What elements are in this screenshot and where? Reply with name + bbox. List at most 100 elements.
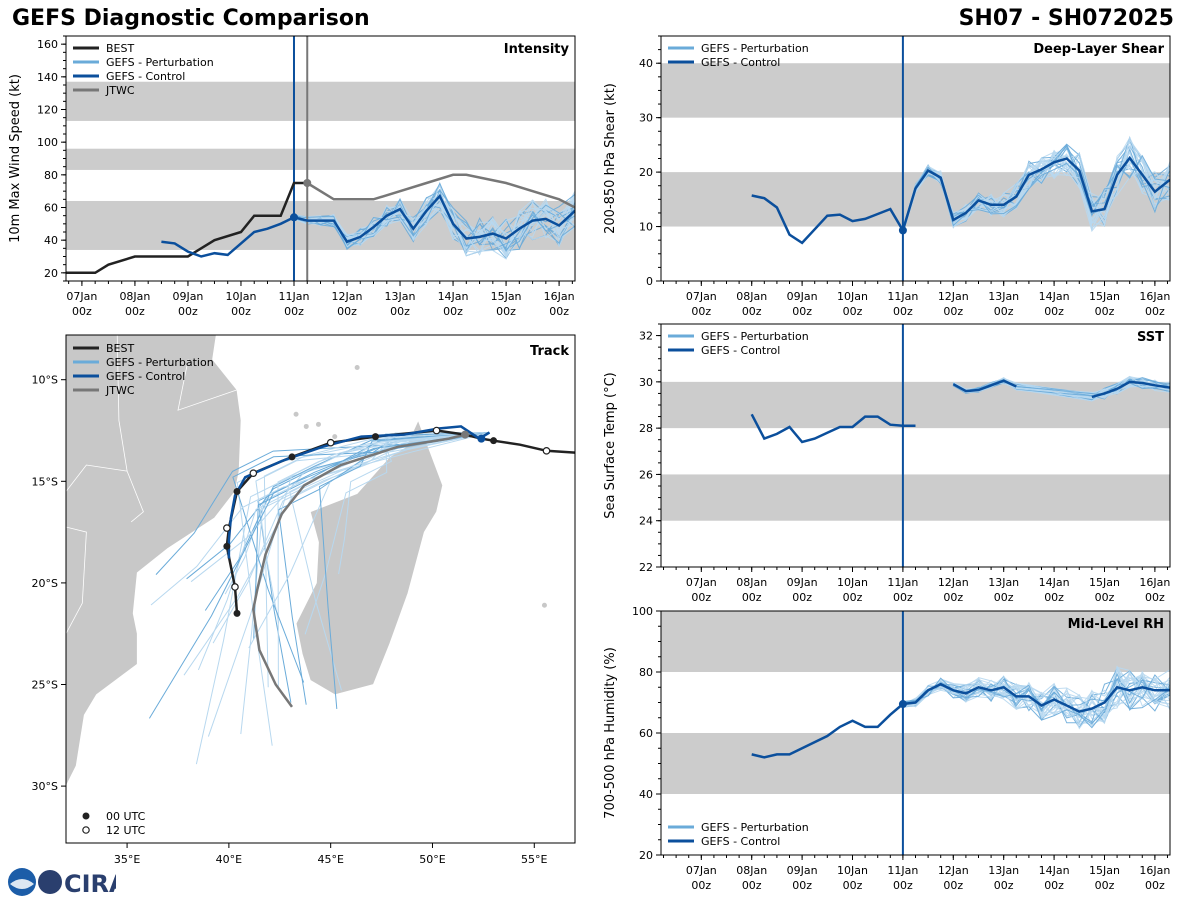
track-12utc-marker <box>223 524 231 532</box>
island <box>583 587 588 592</box>
rh-ytick-label: 100 <box>632 605 653 618</box>
sst-perturbation-member <box>953 378 1170 396</box>
shear-legend-label: GEFS - Perturbation <box>701 42 809 55</box>
intensity-series-best <box>66 181 308 275</box>
shear-xtick-label: 15Jan <box>1089 290 1120 303</box>
intensity-xtick-sublabel: 00z <box>549 305 569 318</box>
rh-xtick-sublabel: 00z <box>1095 879 1115 892</box>
shear-xtick-label: 14Jan <box>1039 290 1070 303</box>
track-perturbation-member <box>150 432 490 606</box>
sst-xtick-sublabel: 00z <box>1145 591 1165 604</box>
intensity-xtick-label: 07Jan <box>66 290 97 303</box>
rh-xtick-label: 16Jan <box>1139 864 1170 877</box>
sst-xtick-sublabel: 00z <box>943 591 963 604</box>
track-legend-label: GEFS - Perturbation <box>106 356 214 369</box>
intensity-ytick-label: 60 <box>44 202 58 215</box>
shear-panel-title: Deep-Layer Shear <box>1033 42 1164 57</box>
intensity-xtick-sublabel: 00z <box>337 305 357 318</box>
sst-panel-title: SST <box>1137 330 1164 345</box>
cira-logo: CIRA <box>8 868 116 898</box>
rh-ytick-label: 80 <box>639 666 653 679</box>
shear-xtick-label: 16Jan <box>1139 290 1170 303</box>
track-xtick-label: 45°E <box>317 853 343 866</box>
country-border <box>177 359 238 411</box>
rh-legend-label: GEFS - Perturbation <box>701 821 809 834</box>
shear-ytick-label: 40 <box>639 57 653 70</box>
shear-xtick-label: 08Jan <box>736 290 767 303</box>
sst-xtick-sublabel: 00z <box>1044 591 1064 604</box>
track-control-line <box>227 425 491 559</box>
shear-xtick-sublabel: 00z <box>1044 305 1064 318</box>
shear-plot-area <box>661 36 1170 281</box>
shear-xtick-label: 10Jan <box>837 290 868 303</box>
shear-xtick-sublabel: 00z <box>943 305 963 318</box>
shear-ytick-label: 10 <box>639 221 653 234</box>
shear-ytick-label: 30 <box>639 112 653 125</box>
sst-band-0 <box>661 474 1170 521</box>
shear-xtick-sublabel: 00z <box>1145 305 1165 318</box>
island <box>541 602 547 608</box>
track-12utc-marker <box>432 426 441 435</box>
shear-xtick-sublabel: 00z <box>1095 305 1115 318</box>
intensity-xtick-label: 13Jan <box>385 290 416 303</box>
intensity-xtick-label: 14Jan <box>438 290 469 303</box>
intensity-ylabel: 10m Max Wind Speed (kt) <box>8 74 23 243</box>
sst-xtick-sublabel: 00z <box>1095 591 1115 604</box>
island <box>293 411 299 417</box>
rh-xtick-sublabel: 00z <box>691 879 711 892</box>
track-legend-label: GEFS - Control <box>106 370 185 383</box>
track-00utc-marker <box>371 433 379 441</box>
intensity-series-jtwc <box>306 173 575 209</box>
track-perturbation-member <box>318 432 490 709</box>
track-perturbation-member <box>207 432 490 737</box>
shear-xtick-sublabel: 00z <box>893 305 913 318</box>
rh-perturbation-member <box>902 673 1170 724</box>
sst-xtick-label: 14Jan <box>1039 576 1070 589</box>
sst-xtick-label: 12Jan <box>938 576 969 589</box>
track-12utc-marker <box>231 583 239 591</box>
intensity-xtick-label: 15Jan <box>491 290 522 303</box>
intensity-xtick-label: 12Jan <box>332 290 363 303</box>
island <box>354 365 360 371</box>
intensity-band-1 <box>66 148 575 170</box>
shear-band-1 <box>661 63 1170 118</box>
track-12utc-marker <box>326 438 335 447</box>
intensity-ytick-label: 20 <box>44 267 58 280</box>
intensity-ytick-label: 100 <box>37 136 58 149</box>
shear-xtick-label: 13Jan <box>988 290 1019 303</box>
track-12utc-marker <box>542 447 551 455</box>
rh-xtick-label: 13Jan <box>988 864 1019 877</box>
intensity-legend-label: GEFS - Perturbation <box>106 56 214 69</box>
country-border <box>126 470 144 523</box>
shear-ytick-label: 20 <box>639 166 653 179</box>
sst-xtick-sublabel: 00z <box>994 591 1014 604</box>
intensity-perturbation-member <box>293 182 575 251</box>
rh-xtick-sublabel: 00z <box>1044 879 1064 892</box>
shear-legend-label: GEFS - Control <box>701 56 780 69</box>
track-perturbation-member <box>240 432 490 735</box>
rh-xtick-label: 07Jan <box>686 864 717 877</box>
shear-xtick-label: 09Jan <box>787 290 818 303</box>
track-perturbation-member <box>224 432 490 595</box>
sst-frame <box>660 323 1171 568</box>
track-legend-label: JTWC <box>105 384 135 397</box>
track-control-marker <box>477 434 486 443</box>
rh-xtick-sublabel: 00z <box>1145 879 1165 892</box>
intensity-marker-jtwc <box>303 179 312 187</box>
track-panel-title: Track <box>530 344 569 359</box>
figure-title: GEFS Diagnostic Comparison <box>12 6 370 31</box>
shear-xtick-label: 12Jan <box>938 290 969 303</box>
rh-xtick-sublabel: 00z <box>742 879 762 892</box>
rh-xtick-sublabel: 00z <box>943 879 963 892</box>
rh-xtick-label: 15Jan <box>1089 864 1120 877</box>
shear-xtick-sublabel: 00z <box>994 305 1014 318</box>
intensity-series-control <box>161 193 575 258</box>
shear-xtick-sublabel: 00z <box>742 305 762 318</box>
sst-ytick-label: 24 <box>639 515 653 528</box>
sst-ytick-label: 30 <box>639 376 653 389</box>
rh-legend-label: GEFS - Control <box>701 835 780 848</box>
sst-ylabel: Sea Surface Temp (°C) <box>603 372 618 519</box>
logo-text: CIRA <box>64 870 116 898</box>
track-xtick-label: 40°E <box>216 853 242 866</box>
sst-legend-label: GEFS - Control <box>701 344 780 357</box>
